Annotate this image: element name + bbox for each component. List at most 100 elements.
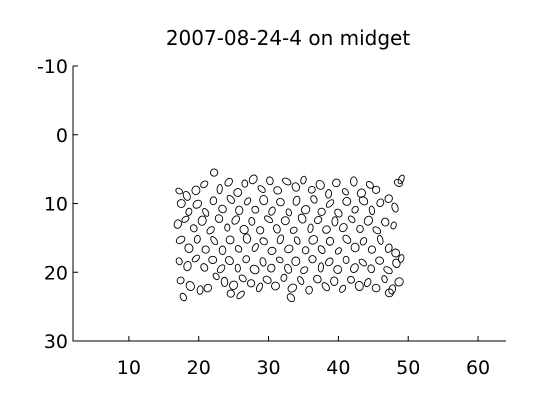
data-point	[267, 246, 277, 255]
data-point	[218, 204, 227, 214]
data-point	[181, 215, 190, 223]
data-point	[239, 225, 249, 235]
data-point	[212, 272, 220, 281]
data-point	[383, 266, 393, 275]
data-point	[281, 177, 292, 186]
data-point	[322, 225, 331, 234]
data-point	[347, 215, 356, 224]
data-point	[268, 206, 276, 216]
data-point	[263, 215, 274, 224]
data-point	[193, 234, 201, 244]
data-point	[226, 289, 235, 298]
data-point	[229, 280, 239, 290]
data-point	[224, 177, 233, 187]
data-point	[235, 205, 244, 216]
data-point	[291, 256, 301, 267]
data-point	[351, 205, 359, 214]
data-point	[249, 264, 260, 275]
x-tick-label: 40	[326, 357, 350, 379]
data-point	[285, 208, 292, 217]
data-point	[325, 236, 335, 246]
data-point	[208, 255, 218, 264]
x-tick-label: 10	[117, 357, 141, 379]
y-axis-ticks: -10 0 10 20 30	[37, 56, 78, 353]
data-point	[175, 257, 183, 266]
data-point	[350, 242, 360, 253]
data-point	[342, 234, 352, 244]
data-point	[377, 234, 384, 245]
data-point	[226, 194, 235, 204]
data-point	[333, 265, 343, 274]
data-point	[200, 263, 209, 272]
y-tick-label: 30	[44, 331, 68, 353]
data-point	[267, 263, 276, 273]
data-point	[305, 285, 313, 295]
data-point	[175, 235, 186, 245]
data-point	[372, 185, 381, 194]
data-point	[231, 215, 240, 225]
data-point	[173, 219, 182, 229]
axes-frame	[72, 66, 506, 342]
data-point	[397, 174, 405, 185]
data-point	[325, 189, 333, 199]
data-point	[225, 235, 235, 245]
data-point	[182, 190, 191, 201]
data-point	[331, 216, 339, 227]
data-point	[248, 217, 256, 226]
data-point	[297, 276, 305, 285]
data-point	[350, 176, 358, 187]
data-point	[317, 207, 326, 216]
data-point	[286, 293, 296, 303]
data-point	[203, 283, 213, 293]
data-point	[372, 226, 382, 235]
data-point	[368, 205, 376, 216]
data-point	[183, 261, 192, 272]
data-point	[275, 256, 284, 264]
chart-title: 2007-08-24-4 on midget	[166, 26, 411, 50]
data-point	[341, 188, 349, 196]
data-point	[334, 247, 342, 255]
data-point	[257, 185, 266, 193]
data-point	[276, 197, 285, 207]
data-point	[218, 245, 227, 256]
data-point	[273, 224, 281, 234]
data-point	[367, 264, 375, 274]
data-point	[300, 175, 307, 185]
x-axis-ticks: 10 20 30 40 50 60	[117, 336, 490, 379]
x-tick-label: 30	[256, 357, 280, 379]
data-point	[242, 255, 251, 264]
data-point	[342, 196, 352, 206]
data-point	[210, 236, 218, 246]
data-point	[256, 226, 265, 235]
data-point	[349, 263, 359, 273]
data-point	[241, 179, 249, 188]
y-tick-label: -10	[37, 56, 68, 78]
data-point	[196, 285, 204, 295]
data-point	[392, 258, 401, 268]
data-point	[358, 258, 367, 267]
data-point	[238, 274, 247, 283]
data-point	[191, 185, 201, 196]
data-point	[307, 223, 314, 234]
data-point	[266, 176, 274, 186]
data-point	[259, 195, 269, 206]
data-point	[317, 245, 326, 254]
data-point	[251, 205, 260, 214]
data-point	[300, 266, 309, 275]
data-point	[371, 283, 381, 293]
data-point	[332, 178, 341, 188]
data-point	[330, 276, 339, 286]
data-point	[307, 185, 316, 194]
data-point	[291, 182, 300, 192]
data-point	[175, 187, 184, 195]
data-point	[354, 280, 364, 292]
x-tick-label: 60	[466, 357, 490, 379]
x-tick-label: 50	[396, 357, 420, 379]
data-point	[381, 275, 388, 284]
data-point	[248, 174, 258, 185]
y-tick-label: 0	[56, 125, 68, 147]
data-point	[391, 202, 399, 213]
data-point	[271, 281, 280, 291]
y-tick-label: 10	[44, 194, 68, 216]
data-point	[224, 256, 234, 266]
